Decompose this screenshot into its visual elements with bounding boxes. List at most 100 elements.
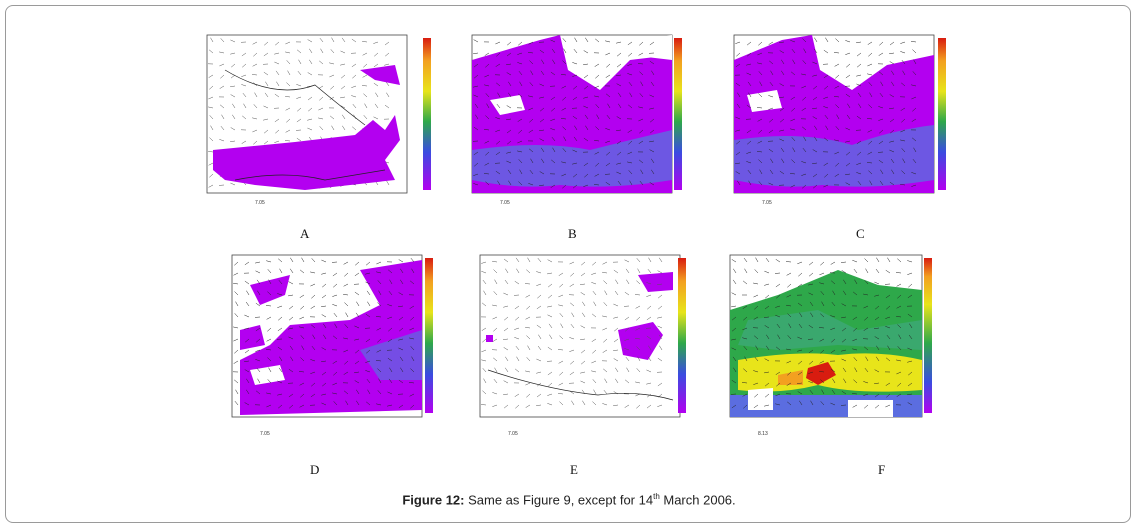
wind-vector: [344, 324, 349, 329]
wind-vector: [878, 71, 884, 76]
wind-vector: [493, 291, 498, 296]
wind-vector: [638, 106, 644, 109]
wind-vector: [329, 74, 335, 78]
wind-vector: [266, 338, 272, 342]
wind-vector: [230, 52, 236, 55]
wind-vector: [279, 268, 283, 274]
wind-vector: [897, 324, 902, 329]
wind-vector: [798, 360, 803, 365]
wind-vector: [647, 305, 652, 310]
wind-vector: [230, 39, 236, 43]
wind-vector: [375, 360, 382, 362]
wind-vector: [616, 171, 622, 175]
wind-vector: [865, 268, 869, 274]
wind-vector: [257, 378, 261, 384]
wind-vector: [385, 52, 390, 57]
wind-vector: [580, 272, 586, 277]
wind-vector: [820, 401, 825, 406]
wind-vector: [854, 279, 858, 285]
wind-vector: [614, 290, 619, 296]
wind-vector: [506, 72, 512, 76]
wind-vector: [595, 162, 600, 167]
wind-vector: [574, 125, 578, 131]
wind-vector: [319, 126, 324, 131]
wind-vector: [208, 74, 214, 78]
wind-vector: [651, 70, 655, 76]
wind-vector: [852, 404, 858, 408]
wind-vector: [584, 114, 589, 120]
wind-vector: [220, 125, 225, 131]
wind-vector: [354, 338, 360, 341]
wind-vector: [310, 283, 316, 287]
wind-vector: [758, 71, 763, 76]
wind-vector: [764, 393, 770, 398]
wind-vector: [896, 316, 902, 318]
wind-vector: [563, 136, 567, 142]
wind-vector: [764, 382, 770, 387]
wind-vector: [539, 184, 545, 186]
wind-vector: [547, 346, 553, 351]
wind-vector: [880, 169, 884, 175]
wind-vector: [515, 404, 520, 409]
wind-vector: [285, 129, 291, 133]
wind-vector: [731, 404, 737, 409]
wind-vector: [582, 301, 586, 307]
wind-vector: [595, 104, 600, 109]
wind-vector: [398, 305, 404, 308]
wind-vector: [580, 349, 586, 354]
wind-vector: [758, 41, 763, 46]
wind-vector: [907, 260, 913, 263]
wind-vector: [255, 261, 261, 264]
wind-vector: [557, 393, 564, 395]
wind-vector: [592, 379, 597, 384]
caption-label: Figure 12:: [402, 492, 465, 508]
wind-vector: [779, 138, 785, 142]
wind-vector: [230, 140, 236, 142]
wind-vector: [856, 63, 862, 68]
wind-vector: [864, 367, 869, 373]
wind-vector: [481, 302, 487, 307]
wind-vector: [874, 316, 880, 321]
wind-vector: [244, 402, 250, 406]
wind-vector: [891, 81, 895, 87]
wind-vector: [505, 356, 509, 362]
wind-vector: [592, 290, 597, 296]
wind-vector: [330, 85, 335, 90]
wind-vector: [525, 382, 531, 386]
wind-vector: [241, 74, 247, 77]
wind-vector: [256, 279, 261, 285]
wind-vector: [616, 74, 622, 77]
wind-vector: [768, 41, 774, 45]
wind-vector: [797, 261, 803, 265]
wind-vector: [736, 140, 741, 145]
wind-vector: [889, 52, 895, 55]
wind-vector: [864, 404, 869, 409]
wind-vector: [797, 302, 803, 307]
wind-vector: [409, 305, 415, 309]
wind-vector: [537, 345, 542, 351]
wind-vector: [507, 140, 512, 145]
wind-vector: [354, 371, 360, 374]
wind-vector: [231, 63, 236, 68]
wind-vector: [580, 360, 586, 365]
wind-vector: [764, 325, 770, 329]
wind-vector: [624, 379, 630, 384]
wind-vector: [582, 400, 586, 406]
wind-vector: [547, 371, 553, 376]
wind-vector: [615, 279, 619, 285]
wind-vector: [506, 151, 512, 154]
wind-vector: [504, 279, 509, 285]
wind-vector: [268, 279, 272, 285]
wind-vector: [863, 293, 869, 296]
wind-vector: [787, 283, 792, 288]
wind-vector: [309, 59, 313, 65]
wind-vector: [344, 272, 349, 277]
wind-vector: [809, 360, 814, 365]
wind-vector: [482, 279, 487, 285]
wind-vector: [536, 283, 542, 286]
wind-vector: [265, 81, 269, 87]
wind-vector: [481, 270, 487, 274]
wind-vector: [624, 316, 630, 321]
wind-vector: [802, 184, 807, 189]
wind-vector: [909, 323, 913, 329]
